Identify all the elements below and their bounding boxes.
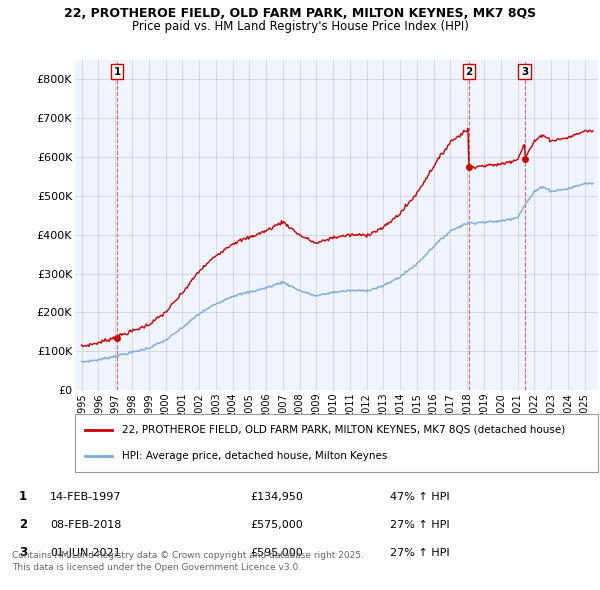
Text: £575,000: £575,000 [250, 520, 303, 530]
Text: Price paid vs. HM Land Registry's House Price Index (HPI): Price paid vs. HM Land Registry's House … [131, 20, 469, 33]
Text: 2: 2 [466, 67, 473, 77]
Text: 3: 3 [521, 67, 528, 77]
Text: 27% ↑ HPI: 27% ↑ HPI [390, 520, 449, 530]
Text: HPI: Average price, detached house, Milton Keynes: HPI: Average price, detached house, Milt… [122, 451, 388, 461]
Text: 27% ↑ HPI: 27% ↑ HPI [390, 548, 449, 558]
Text: 3: 3 [19, 546, 27, 559]
Text: 2: 2 [19, 519, 27, 532]
Text: Contains HM Land Registry data © Crown copyright and database right 2025.
This d: Contains HM Land Registry data © Crown c… [12, 551, 364, 572]
Text: 08-FEB-2018: 08-FEB-2018 [50, 520, 121, 530]
Text: 1: 1 [19, 490, 27, 503]
Text: 01-JUN-2021: 01-JUN-2021 [50, 548, 121, 558]
Text: 22, PROTHEROE FIELD, OLD FARM PARK, MILTON KEYNES, MK7 8QS: 22, PROTHEROE FIELD, OLD FARM PARK, MILT… [64, 7, 536, 20]
Text: £595,000: £595,000 [250, 548, 303, 558]
Text: £134,950: £134,950 [250, 492, 303, 502]
Text: 22, PROTHEROE FIELD, OLD FARM PARK, MILTON KEYNES, MK7 8QS (detached house): 22, PROTHEROE FIELD, OLD FARM PARK, MILT… [122, 425, 565, 435]
Text: 1: 1 [113, 67, 121, 77]
Text: 47% ↑ HPI: 47% ↑ HPI [390, 492, 449, 502]
Text: 14-FEB-1997: 14-FEB-1997 [50, 492, 121, 502]
FancyBboxPatch shape [75, 414, 598, 472]
